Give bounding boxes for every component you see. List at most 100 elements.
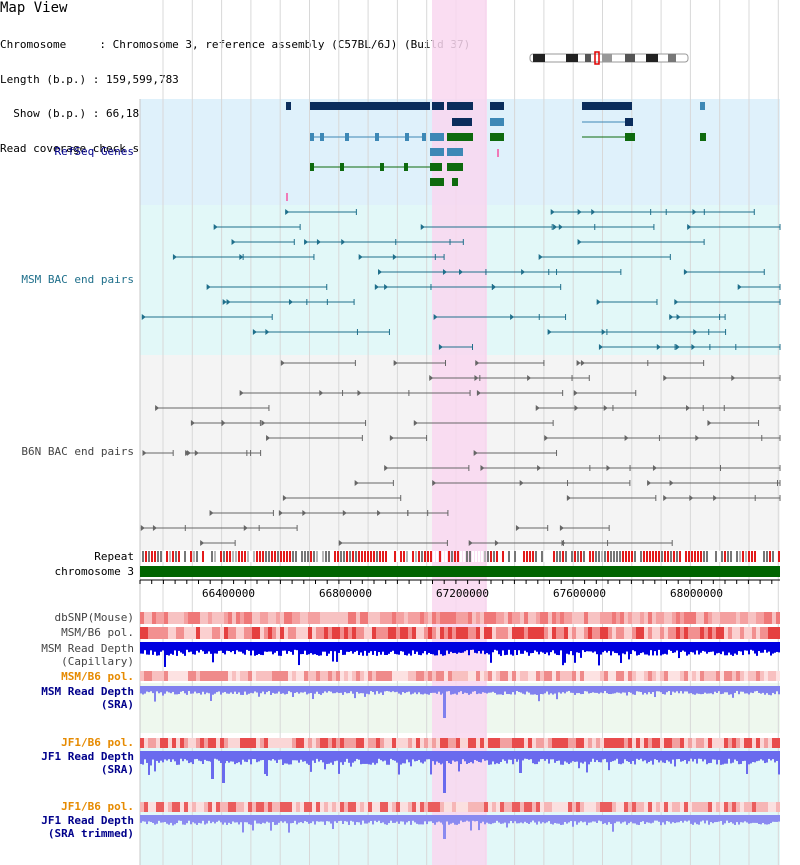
repeat-mark bbox=[667, 551, 669, 562]
pol-cell bbox=[296, 802, 300, 812]
depth-bar bbox=[686, 815, 688, 822]
depth-spike bbox=[443, 751, 446, 793]
pol-cell bbox=[512, 671, 516, 681]
bac-end bbox=[384, 284, 389, 290]
track-label-msm-depth-sra-1[interactable]: MSM Read Depth bbox=[41, 685, 134, 698]
depth-bar bbox=[546, 686, 548, 692]
depth-bar bbox=[236, 642, 238, 651]
depth-bar bbox=[354, 642, 356, 652]
pol-cell bbox=[476, 671, 480, 681]
repeat-mark bbox=[535, 551, 537, 562]
track-label-refseq[interactable]: RefSeq Genes bbox=[54, 145, 134, 158]
depth-bar bbox=[460, 751, 462, 765]
pol-cell bbox=[172, 671, 176, 681]
depth-bar bbox=[612, 751, 614, 762]
repeat-mark bbox=[562, 551, 564, 562]
pol-cell bbox=[304, 738, 308, 748]
pol-cell bbox=[432, 738, 436, 748]
pol-cell bbox=[300, 612, 304, 624]
track-label-msm-depth-cap-1[interactable]: MSM Read Depth bbox=[41, 642, 134, 655]
depth-bar bbox=[654, 686, 656, 698]
depth-bar bbox=[182, 815, 184, 825]
depth-bar bbox=[210, 686, 212, 701]
depth-bar bbox=[218, 751, 220, 761]
repeat-mark bbox=[292, 551, 294, 562]
pol-cell bbox=[608, 802, 612, 812]
depth-bar bbox=[288, 815, 290, 833]
depth-bar bbox=[726, 686, 728, 693]
track-label-b6n-bac[interactable]: B6N BAC end pairs bbox=[21, 445, 134, 458]
pol-cell bbox=[692, 671, 696, 681]
depth-bar bbox=[510, 642, 512, 655]
depth-bar bbox=[654, 815, 656, 821]
axis-tick-label: 67600000 bbox=[553, 587, 606, 600]
bac-end bbox=[574, 405, 579, 411]
pol-cell bbox=[700, 627, 704, 639]
track-label-msmb6-pol-1[interactable]: MSM/B6 pol. bbox=[61, 626, 134, 639]
pol-cell bbox=[296, 738, 300, 748]
track-label-jf1-depth-sra-1[interactable]: JF1 Read Depth bbox=[41, 750, 134, 763]
depth-bar bbox=[206, 686, 208, 693]
track-label-msm-bac[interactable]: MSM BAC end pairs bbox=[21, 273, 134, 286]
repeat-mark bbox=[427, 551, 429, 562]
depth-bar bbox=[422, 751, 424, 764]
depth-bar bbox=[644, 751, 646, 761]
depth-bar bbox=[258, 686, 260, 697]
depth-bar bbox=[384, 751, 386, 761]
depth-bar bbox=[210, 815, 212, 824]
depth-bar bbox=[628, 751, 630, 762]
pol-cell bbox=[740, 738, 744, 748]
bac-end bbox=[209, 510, 214, 516]
depth-bar bbox=[266, 686, 268, 693]
track-label-jf1-depth-trim-1[interactable]: JF1 Read Depth bbox=[41, 814, 134, 827]
pol-cell bbox=[292, 612, 296, 624]
repeat-mark bbox=[610, 551, 612, 562]
pol-cell bbox=[504, 612, 508, 624]
bac-end bbox=[239, 390, 244, 396]
depth-bar bbox=[250, 815, 252, 825]
track-label-jf1-pol-1[interactable]: JF1/B6 pol. bbox=[61, 736, 134, 749]
depth-bar bbox=[296, 686, 298, 693]
pol-cell bbox=[568, 627, 572, 639]
pol-cell bbox=[748, 738, 752, 748]
chromosome-ideogram[interactable] bbox=[529, 51, 689, 65]
depth-bar bbox=[264, 642, 266, 652]
gene-exon bbox=[380, 163, 384, 171]
depth-bar bbox=[514, 642, 516, 651]
bac-end bbox=[389, 435, 394, 441]
depth-bar bbox=[288, 751, 290, 765]
depth-bar bbox=[380, 642, 382, 655]
repeat-mark bbox=[505, 551, 507, 562]
depth-bar bbox=[286, 686, 288, 694]
depth-bar bbox=[716, 686, 718, 693]
repeat-mark bbox=[502, 551, 504, 562]
depth-bar bbox=[228, 751, 230, 763]
selection-highlight[interactable] bbox=[432, 0, 487, 865]
pol-cell bbox=[380, 738, 384, 748]
depth-bar bbox=[336, 686, 338, 693]
depth-bar bbox=[454, 815, 456, 825]
track-label-jf1-pol-2[interactable]: JF1/B6 pol. bbox=[61, 800, 134, 813]
depth-bar bbox=[768, 642, 770, 652]
depth-bar bbox=[526, 751, 528, 759]
pol-cell bbox=[564, 627, 568, 639]
depth-bar bbox=[776, 815, 778, 822]
depth-bar bbox=[688, 815, 690, 821]
track-label-dbsnp[interactable]: dbSNP(Mouse) bbox=[54, 611, 134, 624]
bac-end bbox=[473, 450, 478, 456]
pol-cell bbox=[740, 802, 744, 812]
track-label-msmb6-pol-2[interactable]: MSM/B6 pol. bbox=[61, 670, 134, 683]
pol-cell bbox=[668, 738, 672, 748]
pol-cell bbox=[332, 802, 336, 812]
depth-bar bbox=[272, 815, 274, 823]
bac-end bbox=[265, 329, 270, 335]
bac-end bbox=[243, 525, 248, 531]
depth-bar bbox=[266, 815, 268, 822]
pol-cell bbox=[756, 671, 760, 681]
depth-bar bbox=[388, 686, 390, 692]
depth-bar bbox=[368, 751, 370, 765]
depth-bar bbox=[322, 815, 324, 822]
pol-cell bbox=[300, 671, 304, 681]
track-label-repeat[interactable]: Repeat bbox=[94, 550, 134, 563]
